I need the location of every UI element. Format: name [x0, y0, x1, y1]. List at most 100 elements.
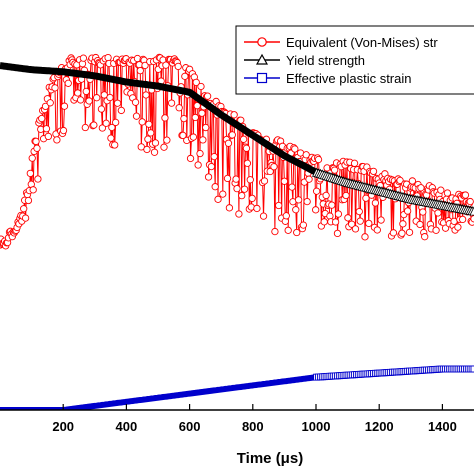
von-mises-point	[416, 220, 424, 229]
von-mises-point	[270, 163, 278, 171]
von-mises-point	[408, 177, 417, 185]
von-mises-point	[291, 145, 299, 153]
von-mises-point	[107, 134, 115, 142]
von-mises-point	[361, 233, 369, 241]
legend-marker	[257, 37, 267, 47]
von-mises-point	[24, 196, 33, 205]
von-mises-point	[312, 187, 321, 195]
von-mises-point	[334, 210, 343, 218]
von-mises-point	[142, 91, 150, 99]
x-tick-label: 600	[179, 419, 201, 434]
von-mises-point	[211, 183, 219, 191]
von-mises-point	[351, 225, 360, 233]
von-mises-point	[82, 87, 90, 96]
von-mises-point	[199, 136, 207, 144]
von-mises-point	[223, 174, 232, 183]
von-mises-point	[181, 72, 189, 81]
legend-marker	[256, 72, 268, 84]
von-mises-point	[432, 226, 440, 234]
von-mises-point	[150, 148, 159, 156]
von-mises-point	[246, 176, 254, 184]
plastic-strain-marker	[470, 365, 474, 373]
von-mises-point	[59, 126, 68, 135]
plot-area	[0, 53, 474, 410]
von-mises-point	[113, 99, 122, 107]
von-mises-point	[405, 228, 414, 236]
von-mises-point	[331, 218, 340, 226]
von-mises-point	[90, 121, 98, 129]
x-tick-label: 1000	[302, 419, 331, 434]
von-mises-point	[189, 133, 198, 141]
x-axis-label: Time (μs)	[237, 450, 303, 467]
von-mises-point	[443, 189, 452, 197]
von-mises-point	[210, 152, 218, 161]
series-plastic-strain	[0, 365, 474, 410]
von-mises-point	[312, 206, 320, 214]
von-mises-point	[132, 112, 141, 120]
von-mises-point	[271, 227, 279, 236]
von-mises-point	[403, 207, 412, 215]
von-mises-point	[160, 143, 168, 151]
von-mises-point	[242, 144, 251, 152]
von-mises-point	[202, 123, 210, 132]
von-mises-point	[204, 173, 213, 181]
von-mises-point	[74, 89, 82, 97]
von-mises-point	[417, 184, 425, 192]
von-mises-point	[437, 186, 445, 194]
von-mises-point	[219, 190, 227, 198]
von-mises-point	[228, 131, 236, 139]
von-mises-point	[207, 162, 216, 171]
von-mises-point	[434, 209, 442, 217]
von-mises-point	[461, 191, 470, 199]
von-mises-point	[197, 82, 205, 91]
von-mises-point	[20, 205, 28, 213]
legend: Equivalent (Von-Mises) str Yield strength…	[235, 25, 474, 95]
von-mises-point	[253, 204, 261, 213]
von-mises-point	[421, 233, 429, 241]
yield-strength-marker	[469, 206, 474, 216]
von-mises-point	[198, 109, 206, 117]
von-mises-point	[108, 123, 116, 132]
von-mises-point	[230, 111, 238, 119]
von-mises-point	[42, 125, 51, 133]
x-tick-label: 200	[52, 419, 74, 434]
von-mises-point	[104, 53, 112, 62]
von-mises-point	[41, 102, 50, 111]
von-mises-point	[259, 212, 268, 220]
von-mises-point	[186, 154, 195, 163]
von-mises-point	[144, 135, 152, 143]
von-mises-point	[196, 149, 204, 158]
legend-label: Yield strength	[286, 53, 365, 68]
von-mises-point	[93, 94, 101, 102]
von-mises-point	[147, 129, 155, 137]
von-mises-point	[275, 201, 283, 210]
legend-label: Equivalent (Von-Mises) str	[286, 35, 438, 50]
von-mises-point	[330, 166, 339, 174]
von-mises-point	[191, 113, 199, 122]
von-mises-point	[344, 214, 352, 222]
series-yield-strength	[0, 62, 474, 216]
von-mises-point	[284, 226, 292, 234]
von-mises-point	[102, 119, 110, 127]
von-mises-point	[248, 194, 256, 203]
von-mises-point	[192, 78, 200, 87]
legend-label: Effective plastic strain	[286, 71, 411, 86]
von-mises-point	[299, 221, 308, 229]
von-mises-point	[32, 137, 40, 146]
von-mises-point	[398, 229, 406, 237]
von-mises-point	[28, 154, 36, 162]
von-mises-point	[280, 177, 289, 185]
von-mises-point	[175, 104, 183, 112]
von-mises-point	[29, 186, 37, 194]
von-mises-point	[112, 118, 120, 127]
von-mises-point	[396, 176, 404, 185]
von-mises-point	[64, 79, 72, 87]
von-mises-point	[389, 229, 398, 237]
von-mises-point	[305, 175, 313, 183]
von-mises-point	[51, 84, 59, 92]
von-mises-point	[365, 219, 373, 228]
von-mises-point	[106, 93, 114, 102]
von-mises-point	[320, 218, 328, 226]
von-mises-point	[314, 155, 323, 164]
